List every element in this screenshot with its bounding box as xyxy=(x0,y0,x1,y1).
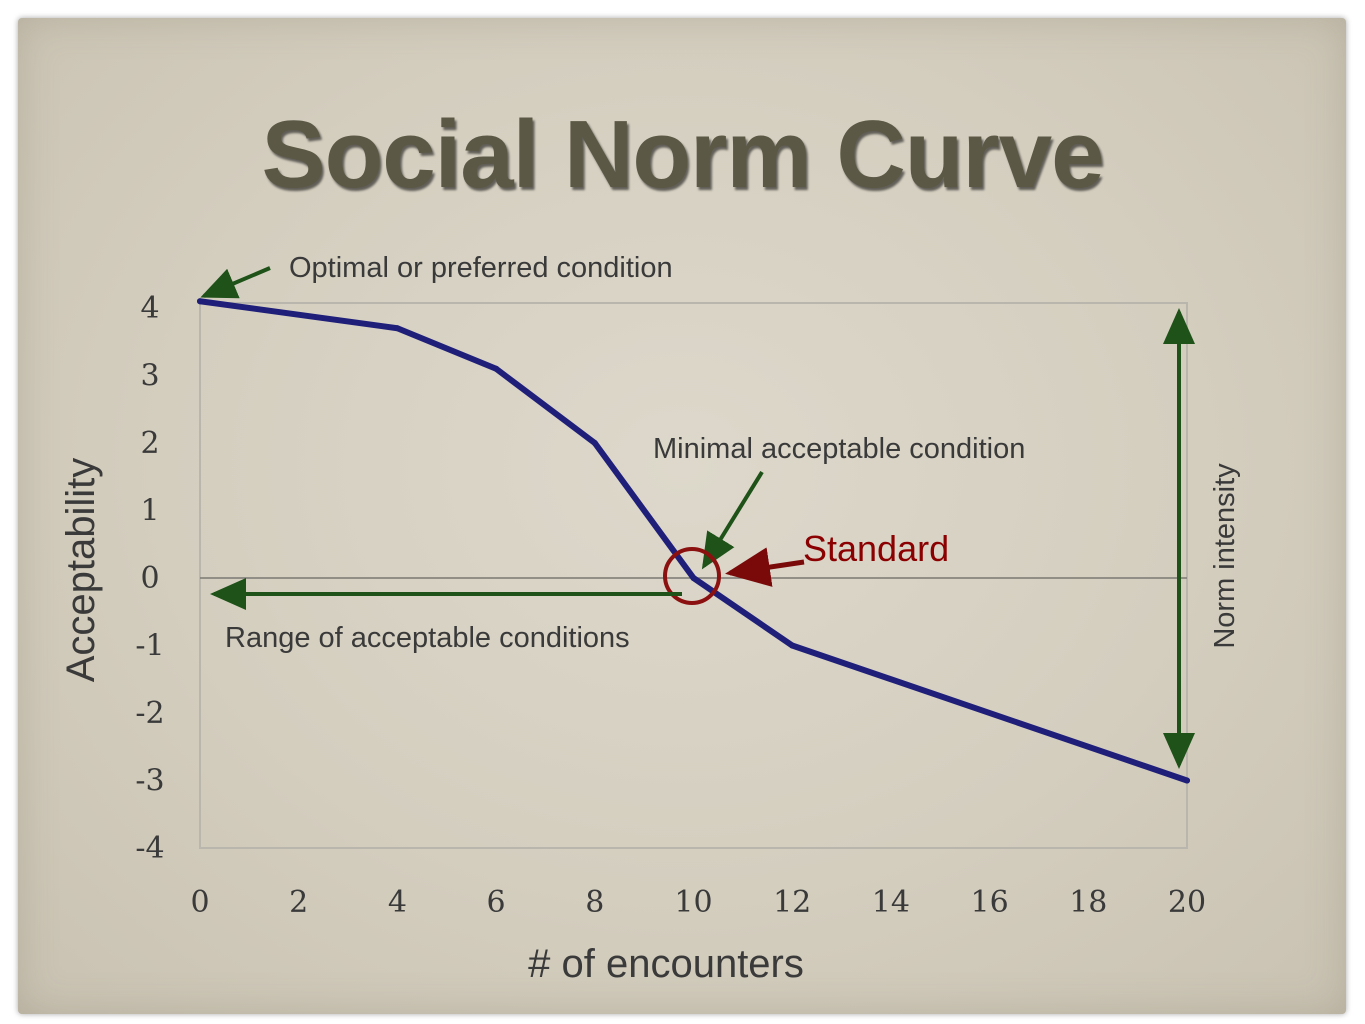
x-tick-label: 10 xyxy=(674,885,712,920)
x-tick-label: 16 xyxy=(971,885,1009,920)
y-axis-label: Acceptability xyxy=(59,458,103,683)
standard-label: Standard xyxy=(803,528,949,569)
data-point xyxy=(591,440,598,446)
y-tick-label: 1 xyxy=(140,494,159,529)
x-tick-label: 12 xyxy=(773,885,811,920)
y-tick-label: 4 xyxy=(140,291,159,326)
data-point xyxy=(789,642,796,649)
x-tick-label: 18 xyxy=(1069,885,1107,920)
plot-area xyxy=(199,302,1188,849)
y-tick-label: -4 xyxy=(135,831,164,866)
y-tick-label: 2 xyxy=(140,426,159,461)
x-axis-label: # of encounters xyxy=(528,942,804,986)
y-tick-label: 3 xyxy=(140,359,159,394)
range-label: Range of acceptable conditions xyxy=(225,622,630,654)
data-point xyxy=(1184,777,1190,784)
y-tick-label: -2 xyxy=(135,696,164,731)
x-tick-label: 6 xyxy=(487,885,506,920)
x-tick-label: 8 xyxy=(585,885,604,920)
x-tick-label: 14 xyxy=(872,885,910,920)
standard-circle xyxy=(663,547,721,605)
data-point xyxy=(690,575,697,581)
data-point xyxy=(394,325,401,332)
minimal-label: Minimal acceptable condition xyxy=(653,433,1025,465)
data-point xyxy=(197,298,203,305)
x-tick-label: 0 xyxy=(190,885,209,920)
y-tick-label: -3 xyxy=(135,764,164,799)
standard-arrow xyxy=(725,547,805,587)
x-tick-label: 20 xyxy=(1168,885,1206,920)
series-line xyxy=(197,298,1190,784)
minimal-arrow xyxy=(701,470,764,570)
slide-title: Social Norm Curve xyxy=(261,101,1105,208)
norm-intensity-label: Norm intensity xyxy=(1209,463,1241,649)
data-point xyxy=(493,365,500,372)
y-tick-label: -1 xyxy=(135,629,164,664)
y-tick-label: 0 xyxy=(140,561,159,596)
optimal-arrow xyxy=(200,266,271,299)
x-tick-label: 2 xyxy=(289,885,308,920)
x-tick-label: 4 xyxy=(388,885,407,920)
optimal-label: Optimal or preferred condition xyxy=(289,252,673,284)
